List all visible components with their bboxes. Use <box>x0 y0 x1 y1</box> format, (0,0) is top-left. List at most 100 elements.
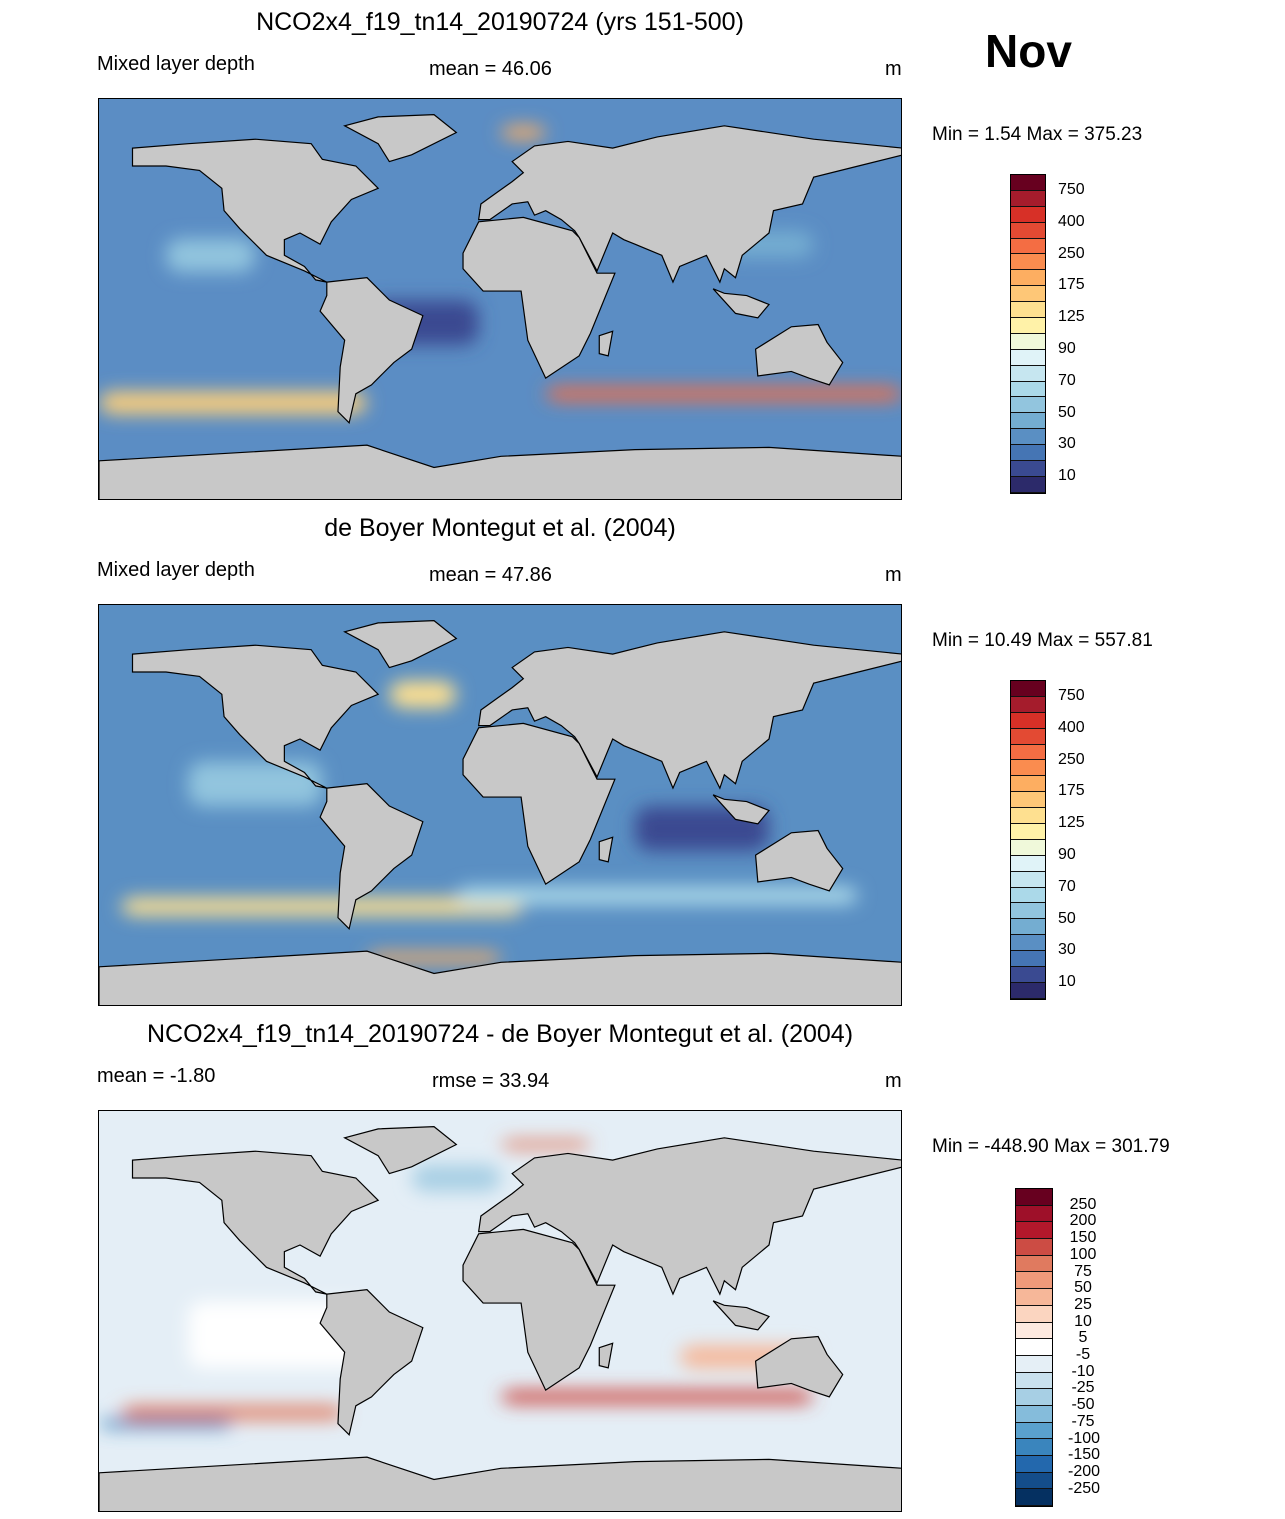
field-anomaly <box>121 1405 345 1420</box>
colorbar-swatch <box>1011 318 1045 334</box>
land-md <box>598 836 614 863</box>
colorbar-tick-label: -100 <box>1068 1429 1101 1447</box>
colorbar-tick-label: -75 <box>1071 1412 1095 1430</box>
land-id <box>712 1300 770 1331</box>
colorbar-swatch <box>1011 333 1045 350</box>
colorbar-swatch <box>1011 238 1045 255</box>
colorbar-tick-label: 50 <box>1058 909 1076 927</box>
colorbar-swatch <box>1016 1355 1052 1373</box>
colorbar-tick-label: 90 <box>1058 845 1076 863</box>
colorbar-swatch <box>1016 1239 1052 1256</box>
colorbar-tick-label: 750 <box>1058 686 1085 704</box>
colorbar-swatch <box>1011 760 1045 777</box>
colorbar-tick-label: 125 <box>1058 308 1085 326</box>
colorbar-tick-label: 25 <box>1074 1295 1092 1313</box>
colorbar-swatch <box>1011 839 1045 856</box>
colorbar-swatch <box>1016 1305 1052 1323</box>
field-anomaly <box>121 897 523 916</box>
land-au <box>754 1335 844 1398</box>
colorbar-swatch <box>1011 206 1045 223</box>
land-na <box>131 644 380 789</box>
colorbar-tick-label: 75 <box>1074 1262 1092 1280</box>
colorbar <box>1010 174 1046 494</box>
land-af <box>462 1228 616 1392</box>
colorbar-swatch <box>1011 855 1045 872</box>
colorbar-swatch <box>1011 461 1045 477</box>
land-gr <box>343 620 458 669</box>
field-anomaly <box>501 125 546 140</box>
colorbar-swatch <box>1011 175 1045 191</box>
land-an <box>99 1456 901 1511</box>
land-au <box>754 829 844 892</box>
field-anomaly <box>166 238 256 273</box>
colorbar-tick-label: 90 <box>1058 339 1076 357</box>
land-af <box>462 216 616 380</box>
land-eu <box>477 125 901 284</box>
colorbar-swatch <box>1011 935 1045 952</box>
center-label: mean = 47.86 <box>429 564 552 586</box>
colorbar-swatch <box>1011 951 1045 968</box>
colorbar-swatch <box>1011 776 1045 793</box>
colorbar-swatch <box>1016 1456 1052 1473</box>
colorbar-tick-label: 150 <box>1069 1229 1097 1247</box>
colorbar-swatch <box>1011 254 1045 271</box>
colorbar-swatch <box>1011 982 1045 999</box>
land-af <box>462 722 616 886</box>
land-sa <box>319 1289 424 1437</box>
colorbar-tick-label: 30 <box>1058 435 1076 453</box>
colorbar-swatch <box>1011 919 1045 936</box>
colorbar-tick-label: -25 <box>1071 1379 1095 1397</box>
colorbar-swatch <box>1016 1189 1052 1206</box>
colorbar-swatch <box>1016 1205 1052 1223</box>
colorbar-tick-label: -5 <box>1075 1346 1091 1363</box>
land-md <box>598 1342 614 1369</box>
colorbar-swatch <box>1011 808 1045 825</box>
colorbar-tick-label: -250 <box>1068 1479 1101 1497</box>
colorbar-swatch <box>1011 302 1045 319</box>
month-label: Nov <box>985 25 1072 77</box>
colorbar-tick-label: 175 <box>1058 276 1085 294</box>
colorbar-swatch <box>1016 1472 1052 1490</box>
colorbar-tick-label: 750 <box>1058 180 1085 198</box>
colorbar-swatch <box>1011 792 1045 809</box>
land-id <box>712 288 770 319</box>
colorbar-swatch <box>1011 429 1045 446</box>
colorbar-tick-label: 250 <box>1069 1195 1097 1213</box>
land-au <box>754 323 844 386</box>
colorbar-tick-label: -50 <box>1071 1396 1095 1414</box>
left-label: Mixed layer depth <box>97 559 255 581</box>
colorbar-swatch <box>1016 1339 1052 1356</box>
colorbar-swatch <box>1011 744 1045 761</box>
colorbar-swatch <box>1011 712 1045 729</box>
land-an <box>99 950 901 1005</box>
center-label: mean = 46.06 <box>429 58 552 80</box>
colorbar-tick-label: 100 <box>1069 1245 1097 1263</box>
colorbar-swatch <box>1011 365 1045 382</box>
units-label: m <box>885 58 902 80</box>
land-sa <box>319 783 424 931</box>
center-label: rmse = 33.94 <box>432 1070 550 1092</box>
colorbar-tick-label: 10 <box>1058 973 1076 991</box>
colorbar-tick-label: -10 <box>1071 1362 1095 1380</box>
colorbar-swatch <box>1011 476 1045 493</box>
minmax-label: Min = -448.90 Max = 301.79 <box>932 1136 1170 1157</box>
colorbar-swatch <box>1011 871 1045 888</box>
land-gr <box>343 114 458 163</box>
colorbar-swatch <box>1016 1222 1052 1240</box>
colorbar-tick-label: 30 <box>1058 941 1076 959</box>
land-gr <box>343 1126 458 1175</box>
land-sa <box>319 277 424 425</box>
colorbar-swatch <box>1011 696 1045 713</box>
map-1 <box>98 98 902 500</box>
colorbar-tick-label: 50 <box>1058 403 1076 421</box>
colorbar-swatch <box>1016 1422 1052 1440</box>
colorbar-swatch <box>1011 824 1045 840</box>
colorbar-swatch <box>1011 728 1045 745</box>
colorbar-tick-label: 400 <box>1058 718 1085 736</box>
map-title: de Boyer Montegut et al. (2004) <box>324 514 676 542</box>
colorbar-tick-label: 5 <box>1078 1329 1088 1347</box>
field-anomaly <box>99 1419 233 1429</box>
colorbar-tick-label: 50 <box>1074 1279 1092 1297</box>
colorbar-swatch <box>1011 903 1045 920</box>
colorbar-tick-label: 250 <box>1058 244 1085 262</box>
